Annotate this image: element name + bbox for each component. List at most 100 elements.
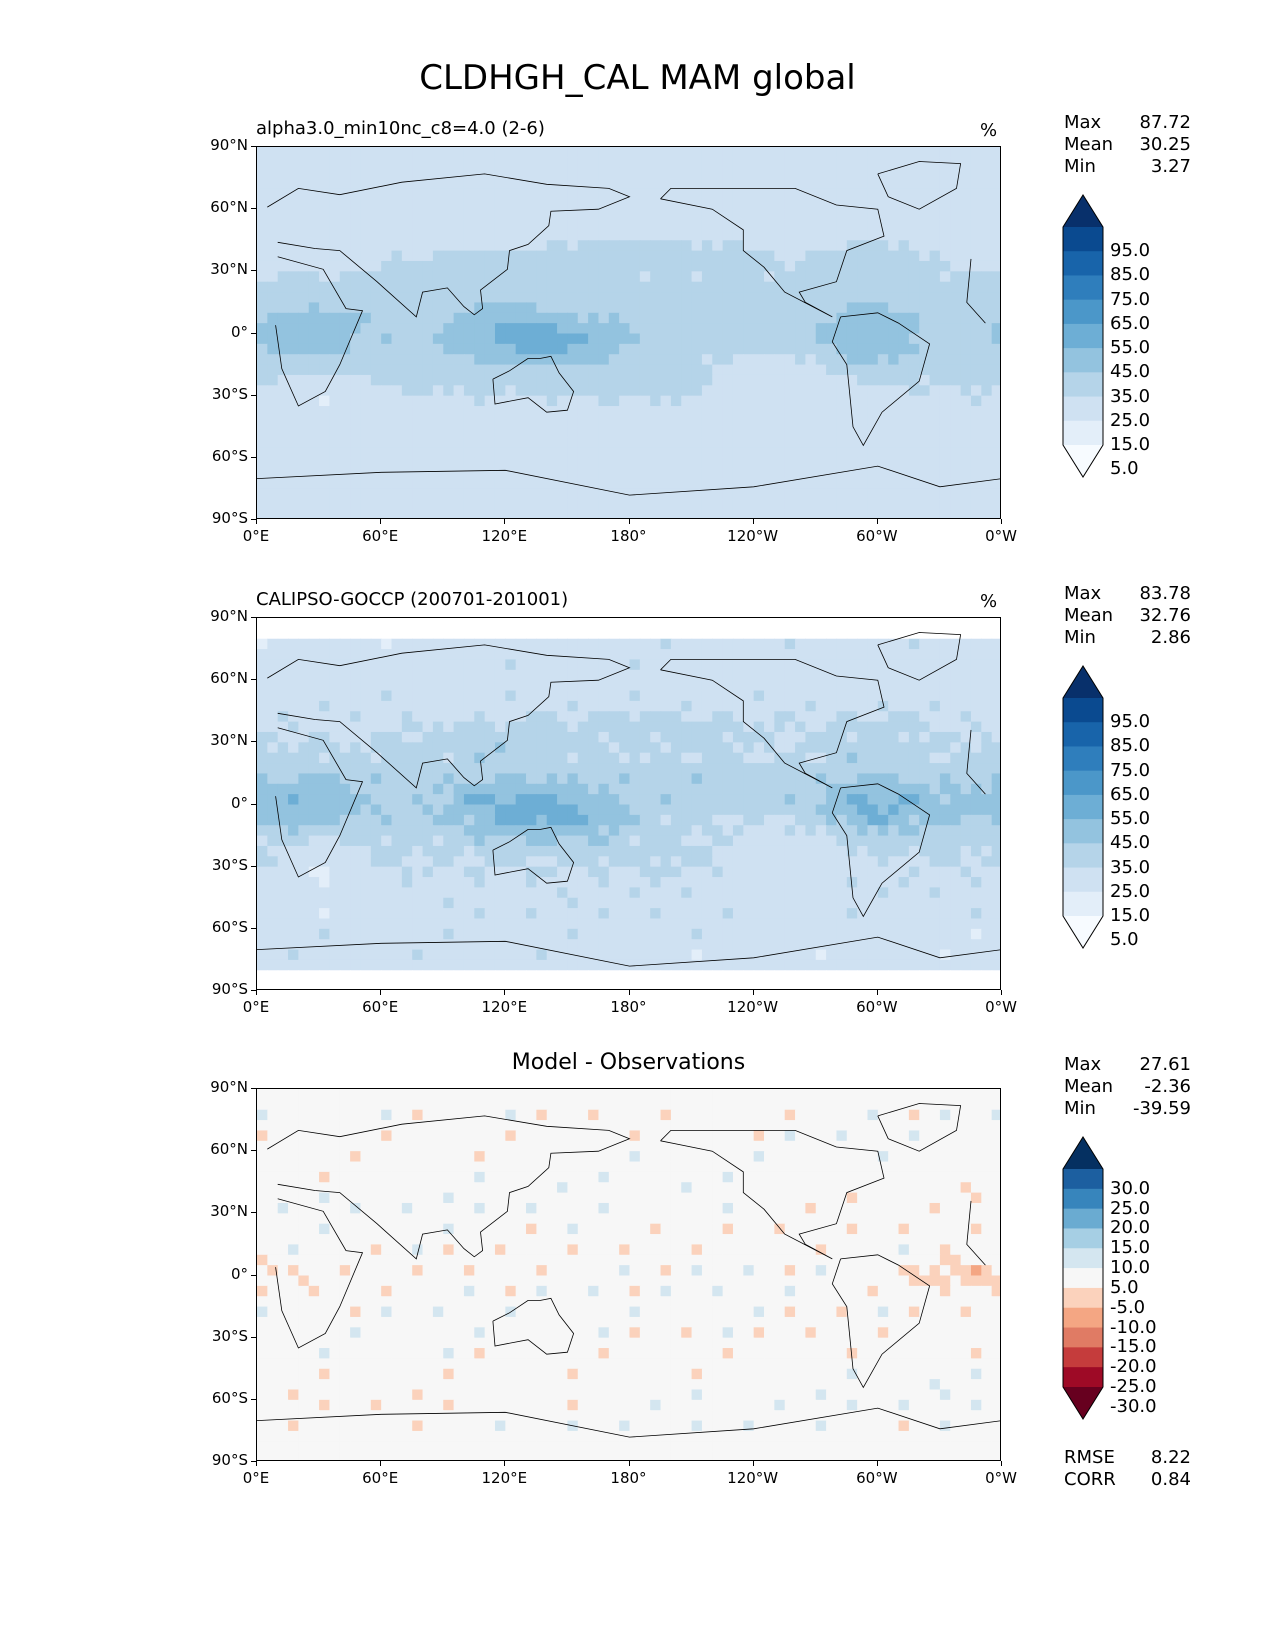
colorbar-tick-label: -5.0: [1110, 1296, 1146, 1318]
lat-tick: [251, 394, 256, 396]
stats-block: Max 27.61 Mean -2.36 Min -39.59: [1064, 1054, 1191, 1120]
lon-tick-label: 0°W: [985, 998, 1017, 1016]
colorbar-tick-label: -10.0: [1110, 1316, 1157, 1338]
colorbar-segment: [1063, 867, 1103, 893]
coastlines: [257, 161, 1000, 496]
colorbar-tick-label: -20.0: [1110, 1356, 1157, 1378]
lon-tick-label: 0°W: [985, 1469, 1017, 1487]
colorbar-segment: [1063, 348, 1103, 373]
coastline: [877, 161, 962, 210]
coastline: [267, 173, 631, 318]
colorbar-extend-top: [1063, 1137, 1103, 1169]
lat-tick-label: 60°S: [211, 917, 248, 936]
colorbar-tick-label: 15.0: [1110, 434, 1151, 455]
lat-tick-label: 60°N: [210, 1140, 248, 1159]
lat-tick-label: 60°N: [210, 669, 248, 688]
coastline: [492, 826, 575, 884]
panel-title: CALIPSO-GOCCP (200701-201001): [256, 589, 569, 610]
lon-tick: [876, 519, 878, 524]
lat-tick: [251, 990, 256, 991]
panel-observations: CALIPSO-GOCCP (200701-201001) % Max 83.78…: [0, 583, 1275, 1059]
lat-tick: [251, 1088, 256, 1089]
field-cells: [257, 147, 1000, 518]
lon-tick: [256, 519, 257, 524]
colorbar-segment: [1063, 746, 1103, 772]
lon-tick: [380, 990, 382, 995]
lon-tick: [752, 1461, 754, 1466]
colorbar-segment: [1063, 275, 1103, 301]
colorbar-extend-top: [1063, 195, 1103, 227]
lat-tick-label: 90°S: [211, 509, 248, 527]
coastline: [831, 312, 931, 447]
lon-tick: [876, 1461, 878, 1466]
lon-tick-label: 180°: [610, 527, 647, 545]
lat-tick-label: 60°N: [210, 198, 248, 217]
stat-mean-label: Mean: [1064, 1076, 1114, 1097]
lon-tick-label: 180°: [610, 1469, 647, 1487]
colorbar-segment: [1063, 227, 1103, 252]
map-field: [257, 147, 1000, 518]
colorbar-segment: [1063, 299, 1103, 325]
colorbar-gradient: [1062, 194, 1104, 478]
colorbar-segment: [1063, 1287, 1103, 1309]
lon-tick-label: 120°E: [481, 998, 528, 1016]
stat-min-label: Min: [1064, 1098, 1096, 1119]
map-plot: [256, 146, 1001, 519]
colorbar-segment: [1063, 1169, 1103, 1190]
lon-tick-label: 180°: [610, 998, 647, 1016]
lat-tick-label: 90°S: [211, 980, 248, 998]
colorbar-tick-label: 75.0: [1110, 759, 1151, 781]
stats-block: Max 83.78 Mean 32.76 Min 2.86: [1064, 583, 1191, 649]
colorbar-segment: [1063, 1327, 1103, 1348]
colorbar-tick-label: 85.0: [1110, 735, 1151, 757]
coastline: [831, 1254, 931, 1389]
lon-tick-label: 0°E: [242, 998, 270, 1016]
colorbar-segment: [1063, 843, 1103, 869]
lon-tick-label: 120°E: [481, 1469, 528, 1487]
colorbar-segment: [1063, 1268, 1103, 1289]
lat-tick-label: 30°N: [210, 260, 248, 279]
colorbar-segment: [1063, 1347, 1103, 1368]
colorbar-gradient: [1062, 1136, 1104, 1420]
stat-min: -39.59: [1132, 1098, 1191, 1119]
stat-mean-label: Mean: [1064, 134, 1114, 155]
stat-min-label: Min: [1064, 156, 1096, 177]
lat-tick-label: 30°S: [211, 1326, 248, 1345]
coastline: [267, 644, 631, 789]
lon-tick: [752, 990, 754, 995]
colorbar-tick-label: -25.0: [1110, 1376, 1157, 1397]
lat-tick: [251, 1274, 256, 1276]
coastlines: [257, 1103, 1000, 1438]
colorbar-tick-label: 55.0: [1110, 808, 1151, 830]
lat-tick: [251, 208, 256, 210]
colorbar-tick-label: -15.0: [1110, 1336, 1157, 1358]
corr-label: CORR: [1064, 1469, 1116, 1490]
colorbar-tick-label: 95.0: [1110, 711, 1151, 733]
colorbar-segment: [1063, 1307, 1103, 1329]
coastline: [257, 936, 1000, 967]
lon-tick: [1001, 990, 1002, 995]
units-label: %: [980, 591, 998, 612]
stat-max-label: Max: [1064, 583, 1102, 604]
colorbar-tick-label: 25.0: [1110, 409, 1151, 431]
lon-tick-label: 120°W: [727, 998, 779, 1016]
colorbar-segment: [1063, 323, 1103, 349]
units-label: %: [980, 120, 998, 141]
lat-tick: [251, 679, 256, 681]
colorbar-segment: [1063, 794, 1103, 820]
colorbar-segment: [1063, 1208, 1103, 1229]
lat-tick: [251, 456, 256, 458]
stats-block: Max 87.72 Mean 30.25 Min 3.27: [1064, 112, 1191, 178]
panel-model: alpha3.0_min10nc_c8=4.0 (2-6) % Max 87.72…: [0, 112, 1275, 588]
colorbar-segment: [1063, 722, 1103, 747]
lon-tick-label: 120°E: [481, 527, 528, 545]
colorbar-segment: [1063, 1188, 1103, 1210]
map-field: [257, 618, 1000, 989]
colorbar-tick-label: 55.0: [1110, 337, 1151, 359]
lon-tick: [628, 1461, 630, 1466]
lon-tick: [504, 990, 506, 995]
field-cells: [257, 618, 1000, 989]
colorbar-segment: [1063, 1228, 1103, 1249]
colorbar-tick-label: 35.0: [1110, 856, 1151, 878]
coastline: [257, 465, 1000, 496]
